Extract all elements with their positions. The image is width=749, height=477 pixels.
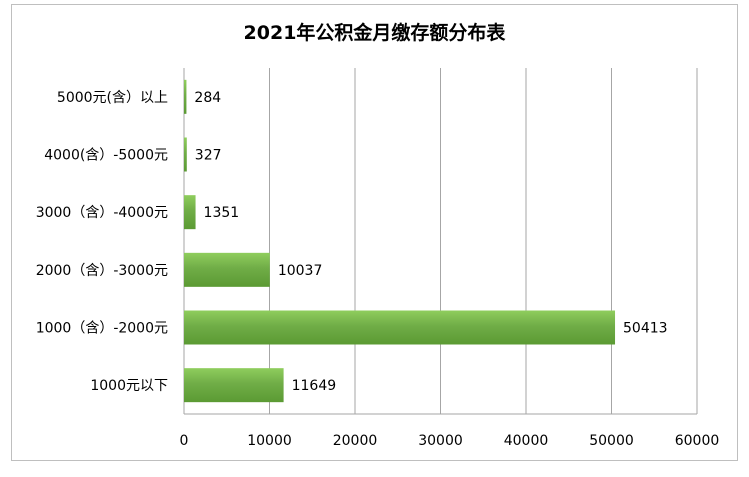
bar-4 — [184, 310, 616, 345]
bar-0 — [184, 79, 187, 114]
x-tick-label-3: 30000 — [418, 433, 463, 449]
category-label-5: 1000元以下 — [90, 378, 168, 394]
chart-frame — [11, 4, 738, 461]
value-labels: 284 327 1351 10037 50413 11649 — [194, 90, 667, 394]
category-label-0: 5000元(含）以上 — [57, 90, 168, 106]
category-label-2: 3000（含）-4000元 — [36, 205, 168, 221]
x-tick-label-0: 0 — [180, 433, 189, 449]
bar-3 — [184, 252, 270, 287]
x-tick-label-2: 20000 — [333, 433, 378, 449]
chart-title: 2021年公积金月缴存额分布表 — [243, 22, 506, 44]
category-label-1: 4000(含）-5000元 — [44, 148, 168, 164]
x-tick-label-1: 10000 — [247, 433, 292, 449]
category-label-4: 1000（含）-2000元 — [36, 321, 168, 337]
gridlines — [183, 68, 698, 415]
value-label-5: 11649 — [292, 378, 337, 394]
x-tick-label-6: 60000 — [675, 433, 720, 449]
category-label-3: 2000（含）-3000元 — [36, 263, 168, 279]
x-tick-label-4: 40000 — [504, 433, 549, 449]
value-label-2: 1351 — [204, 205, 240, 221]
value-label-1: 327 — [195, 148, 222, 164]
value-label-4: 50413 — [623, 321, 668, 337]
value-label-3: 10037 — [278, 263, 323, 279]
bar-1 — [184, 137, 187, 172]
bar-2 — [184, 195, 196, 230]
bars — [184, 79, 616, 403]
x-tick-label-5: 50000 — [589, 433, 634, 449]
category-labels: 5000元(含）以上 4000(含）-5000元 3000（含）-4000元 2000… — [36, 90, 168, 394]
value-label-0: 284 — [194, 90, 221, 106]
x-tick-labels: 0 10000 20000 30000 40000 50000 60000 — [180, 433, 720, 449]
bar-5 — [184, 368, 284, 403]
